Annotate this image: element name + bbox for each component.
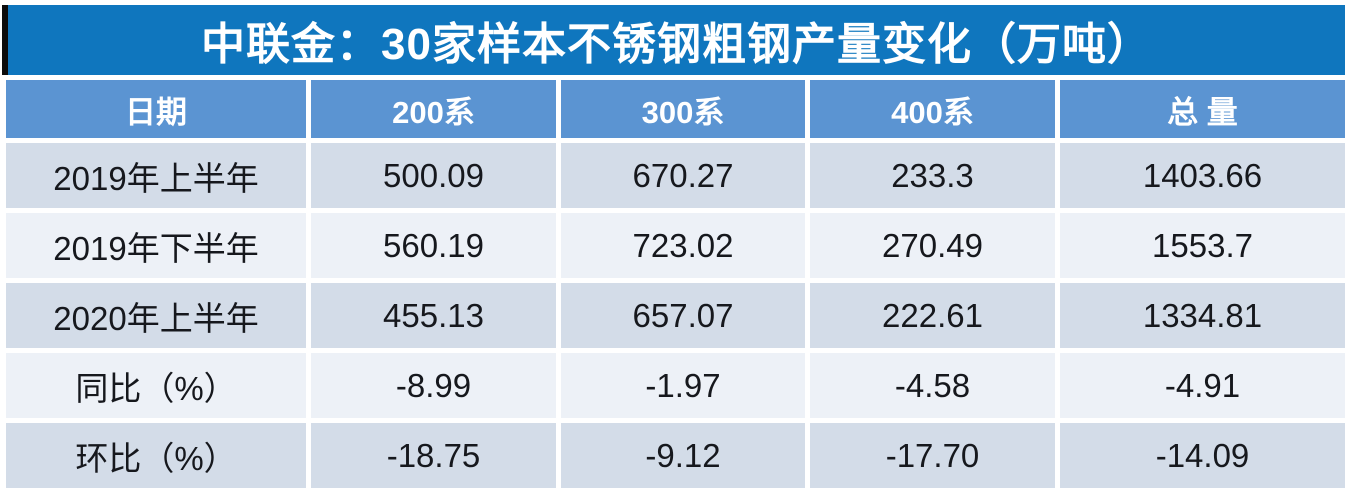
table-cell: -14.09	[1060, 423, 1345, 488]
table-cell: 657.07	[561, 283, 805, 348]
table-cell: 560.19	[311, 213, 556, 278]
table-cell: 222.61	[810, 283, 1055, 348]
column-header-total: 总 量	[1060, 80, 1345, 138]
row-label: 2019年上半年	[6, 143, 306, 208]
table-cell: 500.09	[311, 143, 556, 208]
table-cell: -8.99	[311, 353, 556, 418]
left-accent-bar	[2, 5, 8, 75]
table-cell: 233.3	[810, 143, 1055, 208]
row-label: 同比（%）	[6, 353, 306, 418]
table-cell: 1403.66	[1060, 143, 1345, 208]
column-header-date: 日期	[6, 80, 306, 138]
row-label: 2019年下半年	[6, 213, 306, 278]
table-cell: -4.91	[1060, 353, 1345, 418]
table-cell: -1.97	[561, 353, 805, 418]
table-cell: 723.02	[561, 213, 805, 278]
column-header-400-series: 400系	[810, 80, 1055, 138]
table-cell: 1334.81	[1060, 283, 1345, 348]
row-label: 环比（%）	[6, 423, 306, 488]
table-cell: 670.27	[561, 143, 805, 208]
page-title: 中联金：30家样本不锈钢粗钢产量变化（万吨）	[201, 20, 1152, 69]
column-header-300-series: 300系	[561, 80, 805, 138]
production-table: 日期 200系 300系 400系 总 量 2019年上半年 500.09 67…	[6, 80, 1345, 488]
table-cell: 455.13	[311, 283, 556, 348]
table-cell: -18.75	[311, 423, 556, 488]
table-cell: 1553.7	[1060, 213, 1345, 278]
row-label: 2020年上半年	[6, 283, 306, 348]
table-cell: -17.70	[810, 423, 1055, 488]
table-title-bar: 中联金：30家样本不锈钢粗钢产量变化（万吨）	[8, 5, 1345, 75]
table-cell: -4.58	[810, 353, 1055, 418]
title-row: 中联金：30家样本不锈钢粗钢产量变化（万吨）	[2, 5, 1345, 75]
table-cell: -9.12	[561, 423, 805, 488]
column-header-200-series: 200系	[311, 80, 556, 138]
table-cell: 270.49	[810, 213, 1055, 278]
